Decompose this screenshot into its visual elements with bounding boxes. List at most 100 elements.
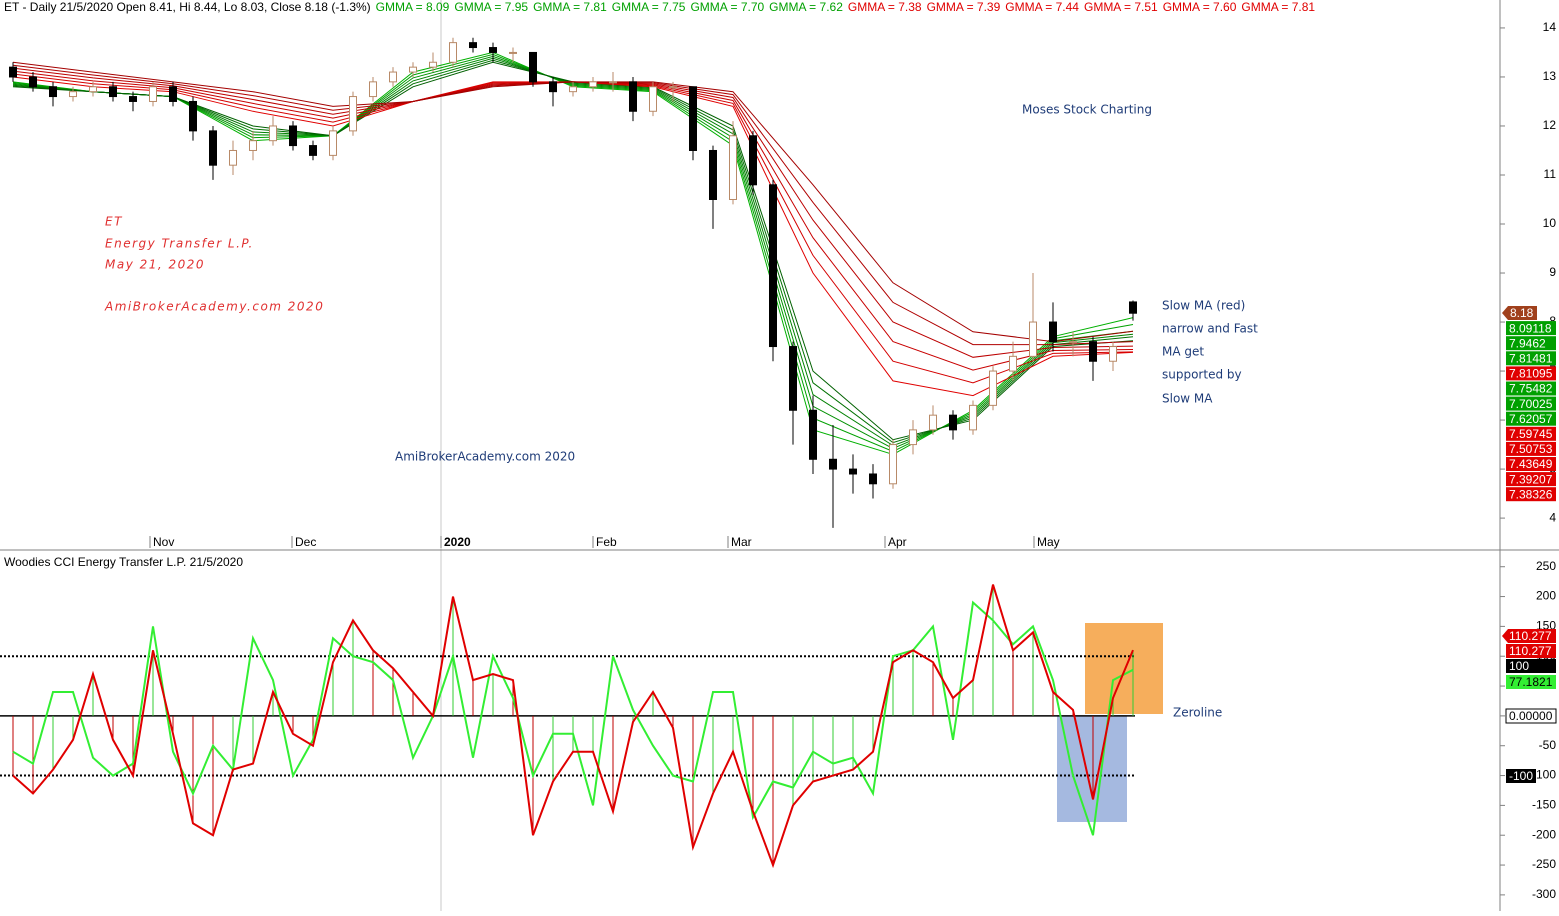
price-badge (1506, 321, 1556, 336)
annotation: MA get (1162, 345, 1204, 359)
x-tick-label: 2020 (444, 535, 471, 549)
cci-badge-label: 100 (1509, 659, 1529, 673)
price-badge (1506, 366, 1556, 381)
y-tick-label: -300 (1532, 887, 1556, 901)
highlight-box (1085, 623, 1163, 714)
candle-body (29, 76, 37, 88)
cci-line (12, 584, 1134, 869)
candle-body (789, 346, 797, 411)
x-tick-label: Apr (888, 535, 907, 549)
cci-badge (1506, 769, 1536, 783)
cci-badge-label: 0.00000 (1509, 709, 1553, 723)
candle-body (389, 71, 397, 83)
candle-body (1069, 341, 1077, 344)
price-badge-label: 7.70025 (1509, 397, 1553, 411)
header: ET - Daily 21/5/2020 Open 8.41, Hi 8.44,… (4, 0, 1315, 14)
legend-entry: GMMA = 7.70 (690, 0, 764, 14)
y-tick-label: -100 (1532, 768, 1556, 782)
header-title: ET - Daily 21/5/2020 Open 8.41, Hi 8.44,… (4, 0, 371, 14)
candle-body (769, 184, 777, 348)
candle-body (589, 81, 597, 88)
annotation: AmiBrokerAcademy.com 2020 (104, 300, 324, 314)
legend-entry: GMMA = 8.09 (376, 0, 450, 14)
candle-body (869, 473, 877, 485)
price-badge-label: 7.39207 (1509, 472, 1553, 486)
legend-entry: GMMA = 7.81 (533, 0, 607, 14)
annotation: Slow MA (1162, 392, 1213, 406)
candle-body (309, 145, 317, 156)
candle-body (969, 404, 977, 431)
price-badge-label: 8.09118 (1509, 321, 1552, 335)
legend-entry: GMMA = 7.81 (1241, 0, 1315, 14)
price-badge (1502, 306, 1537, 320)
candle-body (429, 61, 437, 68)
cci-badge (1506, 675, 1556, 689)
cci-badge-label: 110.277 (1509, 629, 1552, 643)
candle-body (529, 51, 537, 83)
price-badge-label: 7.50753 (1509, 442, 1553, 456)
candle-body (149, 86, 157, 102)
candle-body (1029, 321, 1037, 357)
x-tick-label: Nov (153, 535, 174, 549)
price-badge-label: 8.18 (1510, 306, 1534, 320)
price-badge (1506, 487, 1556, 502)
annotation: AmiBrokerAcademy.com 2020 (395, 450, 575, 464)
candle-body (509, 51, 517, 54)
cci-badge (1505, 708, 1557, 724)
candle-body (1049, 321, 1057, 343)
candle-body (329, 130, 337, 156)
candle-body (989, 370, 997, 406)
candle-body (689, 86, 697, 151)
cci-badge-label: 110.277 (1509, 644, 1552, 658)
price-badge-label: 7.59745 (1509, 427, 1553, 441)
candle-body (109, 86, 117, 98)
price-badge (1506, 336, 1556, 351)
legend-entry: GMMA = 7.62 (769, 0, 843, 14)
cci-panel: Woodies CCI Energy Transfer L.P. 21/5/20… (0, 555, 1557, 901)
y-tick-label: 200 (1536, 589, 1556, 603)
annotation: May 21, 2020 (105, 258, 205, 272)
legend-entry: GMMA = 7.60 (1163, 0, 1237, 14)
candle-body (649, 86, 657, 112)
cci-badge (1502, 629, 1556, 643)
candle-body (89, 86, 97, 93)
highlight-box (1057, 716, 1127, 822)
candle-body (189, 100, 197, 132)
x-tick-label: Mar (731, 535, 752, 549)
price-badge (1506, 381, 1556, 396)
candle-body (669, 86, 677, 89)
panel-title: Woodies CCI Energy Transfer L.P. 21/5/20… (4, 555, 243, 569)
candle-body (569, 86, 577, 93)
candle-body (549, 81, 557, 93)
candle-body (229, 149, 237, 166)
y-tick-label: 12 (1543, 118, 1557, 132)
y-tick-label: -250 (1532, 857, 1556, 871)
annotation: ET (105, 215, 123, 229)
candle-body (209, 130, 217, 166)
annotation: Moses Stock Charting (1022, 103, 1152, 117)
candle-body (889, 444, 897, 485)
cci-badge-label: 77.1821 (1509, 675, 1553, 689)
annotation: supported by (1162, 368, 1242, 382)
candle-body (949, 414, 957, 431)
candle-body (489, 47, 497, 53)
candle-body (829, 458, 837, 470)
price-badge-label: 7.75482 (1509, 382, 1553, 396)
candle-body (409, 66, 417, 73)
legend-entry: GMMA = 7.95 (454, 0, 528, 14)
candle-body (809, 409, 817, 460)
candle-body (909, 429, 917, 446)
candle-body (369, 81, 377, 98)
x-tick-label: May (1037, 535, 1060, 549)
candle-body (289, 125, 297, 147)
candle-body (729, 135, 737, 200)
cci-badge (1506, 644, 1556, 658)
candle-body (1009, 355, 1017, 372)
candle-body (129, 96, 137, 102)
legend-entry: GMMA = 7.38 (848, 0, 922, 14)
candle-body (9, 66, 17, 78)
candle-body (69, 91, 77, 98)
y-tick-label: -200 (1532, 827, 1556, 841)
